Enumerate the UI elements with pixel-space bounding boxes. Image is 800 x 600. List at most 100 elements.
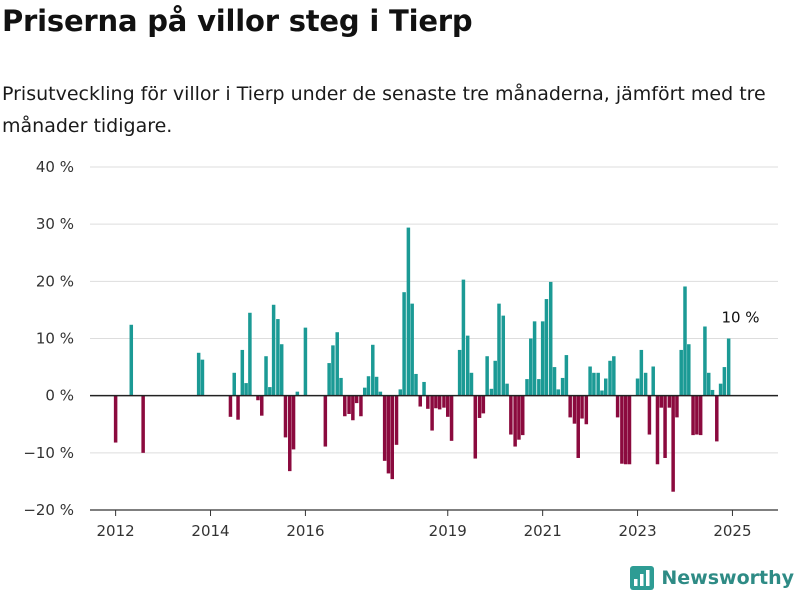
- bar: [548, 281, 553, 396]
- bar: [406, 227, 411, 396]
- brand-logo: Newsworthy: [629, 564, 794, 592]
- bar: [390, 395, 394, 480]
- bar: [260, 395, 264, 416]
- bar: [608, 360, 612, 396]
- bar: [426, 395, 430, 409]
- bar: [659, 395, 664, 408]
- x-tick-label: 2025: [713, 522, 751, 540]
- newsworthy-logo-icon: [630, 566, 655, 590]
- bar: [394, 395, 399, 445]
- chart-title: Priserna på villor steg i Tierp: [2, 4, 473, 38]
- bar-series: [113, 227, 731, 492]
- bar: [655, 395, 660, 465]
- bar: [493, 360, 497, 396]
- bar: [200, 359, 205, 396]
- bar: [335, 332, 339, 396]
- bar: [568, 395, 572, 418]
- bar: [473, 395, 478, 459]
- y-tick-label: 0 %: [45, 387, 74, 405]
- bar: [675, 395, 679, 418]
- bar: [643, 372, 648, 396]
- bar: [386, 395, 391, 474]
- bar: [276, 319, 280, 396]
- bar: [113, 395, 118, 443]
- bar: [513, 395, 517, 447]
- bar: [715, 395, 719, 442]
- bar: [695, 395, 699, 435]
- bar: [477, 395, 482, 418]
- bar: [529, 338, 533, 396]
- bar: [228, 395, 233, 417]
- x-tick-label: 2012: [97, 522, 135, 540]
- bar: [371, 344, 375, 396]
- y-tick-label: −10 %: [23, 444, 74, 462]
- bar: [600, 390, 604, 396]
- y-tick-label: 30 %: [36, 215, 74, 233]
- bar: [327, 363, 331, 396]
- bar: [141, 395, 145, 453]
- latest-value-label: 10 %: [721, 309, 759, 327]
- bar: [485, 356, 489, 396]
- bar: [295, 391, 300, 396]
- bar: [196, 352, 201, 396]
- bar: [679, 349, 683, 396]
- bar: [501, 315, 506, 396]
- bar: [537, 379, 541, 396]
- x-tick-label: 2016: [286, 522, 324, 540]
- bar: [509, 395, 513, 435]
- bar: [398, 389, 403, 396]
- bar: [232, 372, 236, 396]
- bar: [422, 381, 426, 396]
- bar: [240, 349, 245, 396]
- bar: [584, 395, 589, 425]
- bar: [552, 367, 557, 396]
- bar: [129, 324, 134, 396]
- bar: [627, 395, 632, 465]
- bar: [687, 344, 691, 396]
- bar: [402, 292, 406, 396]
- bar: [706, 372, 711, 396]
- bar: [430, 395, 434, 431]
- bar: [303, 327, 308, 396]
- bar: [343, 395, 347, 417]
- bar: [667, 395, 672, 408]
- brand-name: Newsworthy: [661, 567, 794, 589]
- bar: [604, 378, 608, 396]
- bar: [505, 383, 509, 396]
- bar: [612, 356, 616, 396]
- bar: [572, 395, 577, 424]
- x-axis-ticks: 2012 2014 2016 2019 2021 2023 2025: [97, 510, 752, 540]
- bar: [244, 383, 248, 396]
- bar: [517, 395, 521, 440]
- bar: [354, 395, 359, 404]
- bar: [497, 303, 501, 396]
- bar: [331, 345, 335, 396]
- bar: [718, 383, 723, 396]
- y-axis-ticks: 40 % 30 % 20 % 10 % 0 % −10 % −20 %: [23, 158, 74, 519]
- bar: [374, 376, 379, 396]
- bar: [596, 372, 600, 396]
- bar: [556, 389, 561, 396]
- bar: [580, 395, 584, 419]
- bar: [378, 391, 383, 396]
- bar: [722, 367, 727, 396]
- x-tick-label: 2019: [429, 522, 467, 540]
- bar: [481, 395, 486, 414]
- bar: [576, 395, 580, 458]
- bar: [359, 395, 363, 417]
- bar: [615, 395, 620, 418]
- bar: [710, 389, 715, 396]
- bar: [465, 335, 470, 396]
- bar: [264, 356, 268, 396]
- bar: [651, 366, 655, 396]
- y-tick-label: 10 %: [36, 330, 74, 348]
- x-tick-label: 2021: [524, 522, 562, 540]
- y-tick-label: −20 %: [23, 501, 74, 519]
- bar: [620, 395, 624, 464]
- bar: [449, 395, 454, 441]
- bar: [457, 349, 462, 396]
- bar: [726, 338, 731, 396]
- bar: [691, 395, 695, 436]
- bar: [489, 388, 494, 396]
